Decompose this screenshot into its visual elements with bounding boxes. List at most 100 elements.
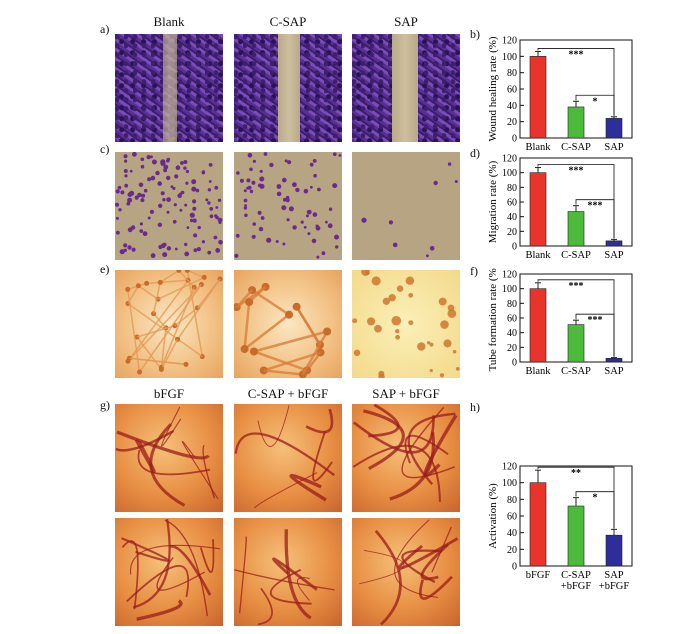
stained-cell [115, 216, 119, 220]
y-tick-label: 0 [512, 562, 517, 573]
stained-cell [139, 229, 143, 233]
cell-cluster [455, 366, 460, 371]
blood-vessel [374, 529, 402, 626]
y-axis-label: Migration rate (%) [487, 160, 499, 243]
stained-cell [163, 164, 169, 170]
stained-cell [243, 206, 248, 210]
cell-cluster [352, 318, 358, 324]
stained-cell [139, 222, 143, 226]
stained-cell [191, 186, 197, 192]
blood-vessel [401, 549, 442, 584]
blood-vessel [419, 575, 453, 600]
y-tick-label: 20 [507, 545, 517, 556]
blood-vessel [257, 587, 273, 626]
stained-cell [392, 242, 398, 248]
x-tick-label: SAP [604, 142, 623, 153]
stained-cell [334, 234, 339, 240]
stained-cell [149, 209, 154, 214]
stained-cell [454, 180, 458, 183]
cell-cluster [408, 292, 414, 298]
stained-cell [388, 220, 393, 225]
tube-segment [243, 301, 251, 350]
stained-cell [160, 191, 165, 196]
tube-node [157, 279, 163, 285]
cam-image-sap-2 [352, 518, 460, 626]
stained-cell [147, 177, 152, 182]
stained-cell [266, 237, 272, 243]
stained-cell [184, 251, 190, 257]
stained-cell [300, 220, 304, 224]
tube-segment [146, 279, 189, 285]
stained-cell [263, 152, 268, 156]
stained-cell [217, 198, 222, 202]
stained-cell [328, 207, 333, 211]
stained-cell [246, 178, 251, 183]
y-tick-label: 60 [507, 512, 517, 523]
stained-cell [292, 182, 297, 188]
y-tick-label: 40 [507, 528, 517, 539]
bar [605, 240, 623, 247]
stained-cell [312, 212, 318, 217]
tube-segment [301, 330, 329, 376]
stained-cell [259, 183, 265, 189]
stained-cell [429, 246, 435, 251]
transwell-image-c-sap [234, 152, 342, 260]
cam-image-sap-1 [352, 404, 460, 512]
stained-cell [124, 183, 129, 188]
stained-cell [163, 168, 168, 173]
stained-cell [173, 203, 177, 207]
tube-segment [138, 284, 203, 373]
cell-cluster [408, 320, 414, 326]
bar [529, 482, 547, 567]
cell-cluster [371, 276, 381, 286]
stained-cell [172, 219, 177, 224]
cell-cluster [367, 317, 376, 326]
blood-vessel [401, 406, 456, 479]
scratch-image-blank [115, 34, 223, 142]
stained-cell [303, 188, 309, 194]
stained-cell [143, 188, 148, 193]
stained-cell [120, 190, 125, 195]
stained-cell [166, 246, 172, 251]
stained-cell [195, 188, 200, 193]
stained-cell [147, 216, 151, 220]
y-tick-label: 80 [507, 495, 517, 506]
stained-cell [209, 207, 214, 211]
significance-marker: *** [569, 49, 584, 60]
tube-image-sap [352, 270, 460, 378]
stained-cell [179, 208, 183, 212]
tube-segment [186, 270, 205, 279]
stained-cell [257, 210, 262, 215]
stained-cell [285, 198, 290, 203]
stained-cell [183, 160, 188, 164]
x-tick-label: SAP [604, 366, 623, 377]
blood-vessel [149, 423, 186, 507]
stained-cell [207, 188, 212, 192]
blood-vessel [164, 519, 209, 617]
stained-cell [288, 206, 294, 212]
cell-cluster [447, 309, 457, 318]
stained-cell [124, 174, 128, 178]
cell-cluster [365, 270, 370, 276]
tube-node [135, 283, 141, 289]
stained-cell [310, 185, 313, 189]
x-tick-label: C-SAP [561, 250, 591, 261]
stained-cell [175, 165, 181, 170]
blood-vessel [199, 539, 215, 573]
stained-cell [193, 233, 198, 238]
stained-cell [134, 195, 139, 200]
blood-vessel [272, 557, 318, 591]
stained-cell [138, 182, 144, 188]
bar [529, 172, 547, 247]
stained-cell [286, 218, 290, 222]
bar [605, 118, 623, 139]
bar [567, 505, 585, 567]
cell-cluster [382, 297, 391, 305]
blood-vessel [234, 569, 335, 591]
stained-cell [317, 187, 321, 192]
stained-cell [191, 179, 197, 185]
stained-cell [361, 217, 367, 223]
stained-cell [243, 189, 247, 193]
stained-cell [207, 250, 212, 255]
